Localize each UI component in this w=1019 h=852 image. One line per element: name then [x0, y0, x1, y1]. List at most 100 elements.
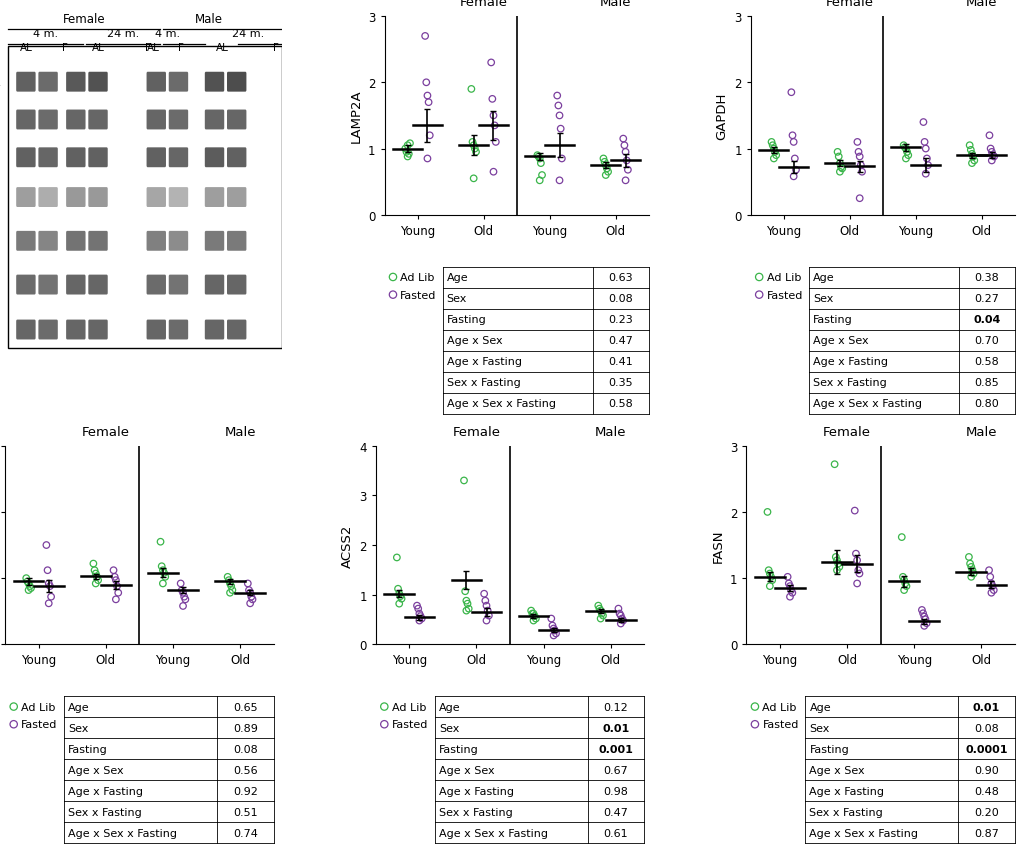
Text: 0.0001: 0.0001: [964, 744, 1007, 754]
Point: [458, 594, 474, 607]
FancyBboxPatch shape: [39, 148, 58, 168]
FancyBboxPatch shape: [227, 320, 247, 340]
Point: [980, 564, 997, 578]
Text: 0.48: 0.48: [973, 786, 998, 796]
Point: [616, 146, 633, 159]
Text: Ad Lib: Ad Lib: [391, 702, 426, 711]
Point: [223, 579, 239, 593]
Point: [484, 93, 500, 106]
Text: Male: Male: [224, 425, 256, 438]
Point: [590, 599, 606, 613]
Point: [239, 577, 256, 590]
Point: [548, 89, 565, 103]
FancyBboxPatch shape: [168, 320, 187, 340]
Point: [546, 624, 562, 637]
Point: [593, 607, 609, 621]
Point: [525, 614, 541, 628]
Point: [86, 557, 102, 571]
Point: [592, 612, 608, 625]
Text: 0.20: 0.20: [973, 807, 998, 817]
Point: [396, 142, 413, 156]
Text: 4 m.: 4 m.: [33, 29, 58, 39]
Point: [477, 594, 493, 607]
Text: Fasted: Fasted: [400, 291, 436, 300]
FancyBboxPatch shape: [168, 188, 187, 208]
Point: [220, 573, 236, 587]
Text: Sex x Fasting: Sex x Fasting: [68, 807, 142, 817]
Point: [826, 550, 843, 564]
Text: Fasted: Fasted: [391, 719, 428, 729]
Point: [917, 168, 933, 181]
Point: [895, 139, 911, 153]
Text: Female: Female: [82, 425, 129, 438]
Point: [224, 584, 240, 597]
FancyBboxPatch shape: [16, 188, 36, 208]
Text: Age x Sex: Age x Sex: [68, 765, 123, 775]
Point: [847, 547, 863, 561]
Point: [485, 109, 501, 123]
Point: [851, 567, 867, 581]
Text: 0.98: 0.98: [603, 786, 628, 796]
Point: [828, 564, 845, 578]
Text: AL: AL: [92, 43, 104, 53]
Point: [409, 599, 425, 613]
Point: [468, 146, 484, 159]
Point: [764, 139, 781, 153]
Point: [177, 593, 194, 607]
Text: Age x Sex: Age x Sex: [446, 336, 501, 346]
FancyBboxPatch shape: [168, 72, 187, 93]
Point: [533, 169, 549, 182]
Text: Ad Lib: Ad Lib: [762, 702, 796, 711]
Point: [783, 86, 799, 100]
Point: [461, 602, 477, 616]
Point: [531, 153, 547, 166]
Text: Male: Male: [965, 425, 997, 438]
Point: [388, 551, 405, 565]
Point: [465, 139, 481, 153]
Text: Female: Female: [825, 0, 873, 9]
Point: [376, 700, 392, 714]
Point: [750, 289, 766, 302]
Text: 0.41: 0.41: [608, 357, 633, 367]
Point: [552, 123, 569, 136]
FancyBboxPatch shape: [16, 148, 36, 168]
Text: Fasted: Fasted: [766, 291, 802, 300]
Point: [746, 700, 762, 714]
Text: Age: Age: [809, 702, 830, 712]
Text: Fasted: Fasted: [21, 719, 57, 729]
Point: [110, 586, 126, 600]
Point: [551, 109, 568, 123]
Text: AL: AL: [147, 43, 160, 53]
Point: [830, 157, 847, 170]
Point: [173, 584, 190, 597]
Point: [419, 89, 435, 103]
Point: [384, 271, 400, 285]
Text: Female: Female: [822, 425, 870, 438]
Y-axis label: FASN: FASN: [710, 528, 723, 562]
Point: [981, 142, 998, 156]
Point: [599, 165, 615, 179]
Point: [846, 504, 862, 518]
Point: [592, 604, 608, 618]
Point: [834, 163, 850, 176]
Point: [784, 586, 800, 600]
Point: [529, 149, 545, 163]
Point: [786, 153, 802, 166]
Text: Age: Age: [812, 273, 834, 283]
FancyBboxPatch shape: [147, 232, 166, 251]
Point: [895, 584, 911, 597]
FancyBboxPatch shape: [16, 72, 36, 93]
Text: 0.63: 0.63: [608, 273, 633, 283]
Y-axis label: ACSS2: ACSS2: [340, 524, 354, 567]
Point: [762, 570, 779, 584]
FancyBboxPatch shape: [168, 148, 187, 168]
Point: [18, 572, 35, 585]
FancyBboxPatch shape: [39, 111, 58, 130]
Point: [825, 458, 842, 471]
Point: [411, 607, 427, 621]
Text: 0.90: 0.90: [973, 765, 998, 775]
Point: [172, 577, 189, 590]
Point: [42, 579, 58, 593]
Point: [962, 561, 978, 574]
Text: 0.85: 0.85: [974, 378, 999, 388]
